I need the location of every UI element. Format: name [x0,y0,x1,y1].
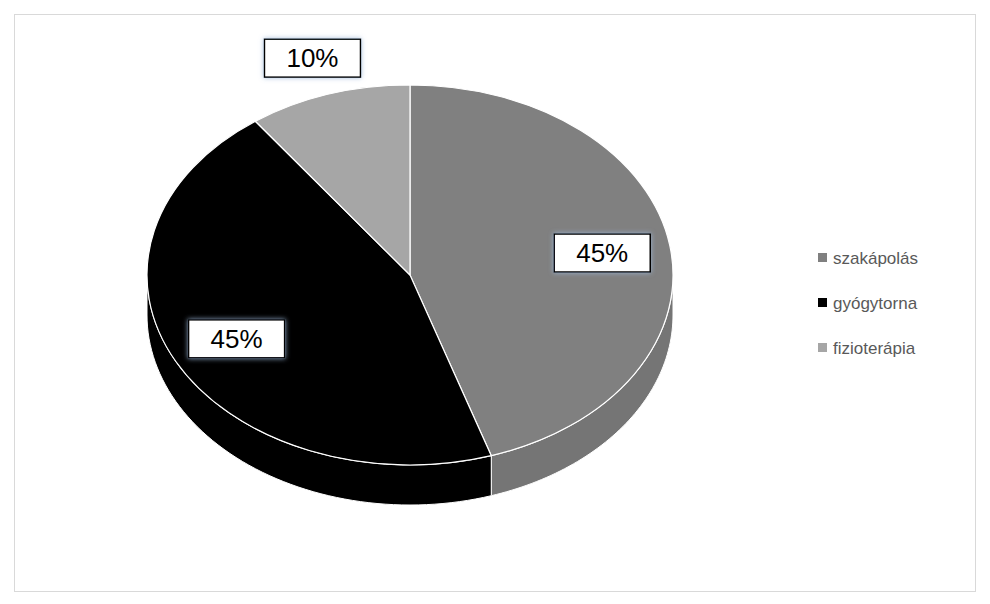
data-label-box [264,39,360,77]
data-label-text: 45% [211,324,263,354]
legend-marker [818,298,827,307]
data-labels: 45% 45% 10% [189,39,651,358]
data-label-box [189,320,285,358]
data-label-text: 45% [576,238,628,268]
chart: 45% 45% 10% szakápolás gyógytorna fizioterápi… [0,0,990,604]
legend-item: szakápolás [818,249,918,268]
pie [147,85,673,505]
legend: szakápolás gyógytorna fizioterápia [818,249,918,358]
legend-label: szakápolás [833,249,918,268]
data-label: 45% [189,320,285,358]
legend-item: fizioterápia [818,339,916,358]
legend-label: gyógytorna [833,294,918,313]
legend-label: fizioterápia [833,339,916,358]
data-label: 10% [264,39,360,77]
data-label-text: 10% [286,43,338,73]
legend-item: gyógytorna [818,294,918,313]
data-label: 45% [554,234,650,272]
chart-frame [15,15,976,592]
legend-marker [818,343,827,352]
data-label-box [554,234,650,272]
legend-marker [818,253,827,262]
pie-slice [255,85,410,275]
pie-top [147,85,673,465]
